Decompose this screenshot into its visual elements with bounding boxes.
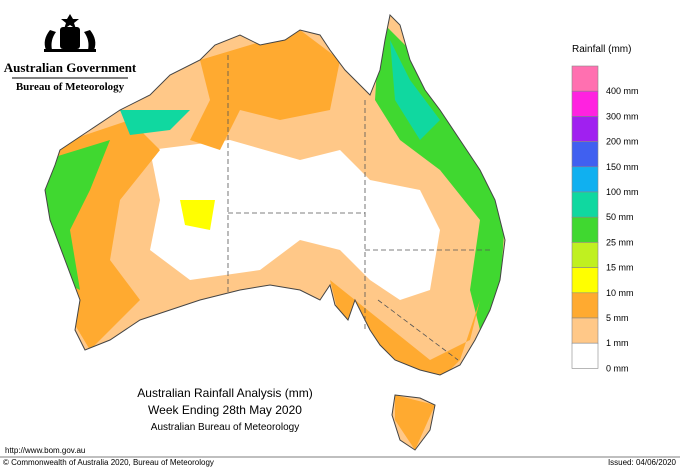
legend-swatch [571, 216, 599, 243]
legend-swatch [571, 65, 599, 92]
legend-label: 15 mm [606, 263, 634, 273]
caption-line: Week Ending 28th May 2020 [148, 403, 302, 417]
legend-swatch [571, 342, 599, 369]
legend-swatch [571, 317, 599, 344]
legend: 400 mm 300 mm 200 mm 150 mm 100 mm 50 mm 25 mm… [571, 65, 639, 373]
caption-line: Australian Rainfall Analysis (mm) [137, 386, 312, 400]
footer-issued: Issued: 04/06/2020 [608, 458, 677, 467]
legend-label: 50 mm [606, 212, 634, 222]
legend-title: Rainfall (mm) [572, 44, 631, 55]
legend-swatch [571, 292, 599, 319]
legend-label: 400 mm [606, 86, 639, 96]
caption-line: Australian Bureau of Meteorology [151, 422, 299, 433]
legend-label: 5 mm [606, 313, 629, 323]
legend-label: 200 mm [606, 137, 639, 147]
footer-url: http://www.bom.gov.au [5, 446, 85, 455]
legend-label: 10 mm [606, 288, 634, 298]
bureau-name: Bureau of Meteorology [16, 81, 125, 93]
legend-swatch [571, 267, 599, 294]
legend-label: 100 mm [606, 187, 639, 197]
emblem [44, 14, 96, 52]
legend-swatch [571, 191, 599, 218]
legend-swatch [571, 116, 599, 142]
legend-label: 150 mm [606, 162, 639, 172]
legend-label: 25 mm [606, 237, 634, 247]
legend-label: 1 mm [606, 338, 629, 348]
footer-copyright: © Commonwealth of Australia 2020, Bureau… [3, 458, 214, 467]
legend-label: 300 mm [606, 111, 639, 121]
legend-swatch [571, 242, 599, 268]
legend-label: 0 mm [606, 363, 629, 373]
government-name: Australian Government [4, 60, 137, 75]
legend-swatch [571, 90, 599, 117]
legend-swatch [571, 166, 599, 193]
legend-swatch [571, 141, 599, 168]
